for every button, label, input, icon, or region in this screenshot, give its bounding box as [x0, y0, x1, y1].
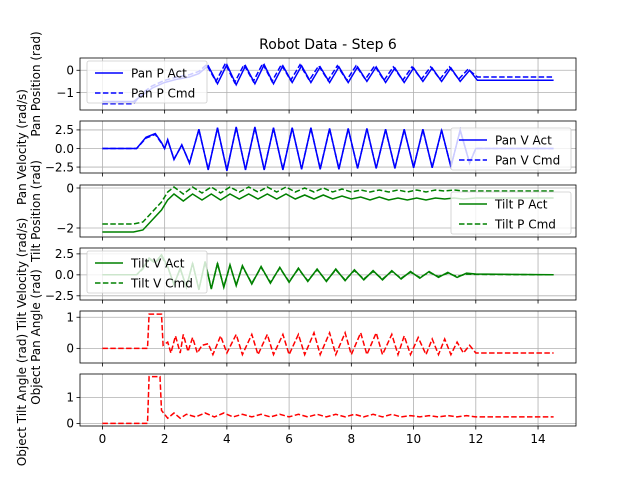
y-tick-label: −2.5 [45, 160, 74, 174]
axes-frame [79, 247, 577, 301]
y-axis-label: Object Tilt Angle (rad) [15, 334, 29, 466]
legend-box [86, 60, 208, 104]
subplot-1: −1 0 Pan Position (rad) Pan P Act Pan P Cmd [29, 31, 577, 137]
legend-entry-label: Pan V Cmd [495, 153, 560, 167]
series-group [102, 375, 554, 425]
x-tick-label: 0 [99, 432, 107, 446]
axes-frame [79, 310, 577, 364]
subplot-4: −2.5 0.0 2.5 Tilt Velocity (rad/s) Tilt V Ac… [15, 218, 577, 332]
series-group [102, 313, 554, 358]
legend-box [86, 250, 208, 294]
legend-entry-label: Tilt V Act [130, 256, 185, 270]
legend-entry-label: Pan P Act [131, 66, 187, 80]
axes-frame [79, 373, 577, 427]
series-group [102, 126, 554, 171]
axes-frame [79, 57, 577, 111]
legend: Pan P Act Pan P Cmd [86, 60, 208, 104]
series-group [102, 186, 554, 233]
x-tick-label: 12 [468, 432, 483, 446]
x-tick-label: 2 [161, 432, 169, 446]
y-axis-label: Tilt Position (rad) [29, 160, 43, 263]
series-line-tilt-p-act [102, 193, 554, 233]
axes-frame [79, 120, 577, 174]
legend-entry-label: Pan P Cmd [131, 86, 195, 100]
y-axis-label: Pan Position (rad) [29, 31, 43, 136]
x-tick-label: 8 [348, 432, 356, 446]
y-tick-label: 1 [66, 311, 74, 325]
x-tick-label: 14 [530, 432, 545, 446]
legend: Tilt V Act Tilt V Cmd [86, 250, 208, 294]
series-line-pan-v-cmd [102, 126, 554, 171]
y-tick-label: −2.5 [45, 289, 74, 303]
legend-entry-label: Tilt P Act [494, 197, 548, 211]
series-line-panel5 [102, 313, 554, 358]
y-tick-label: 1 [66, 391, 74, 405]
legend: Tilt P Act Tilt P Cmd [450, 191, 572, 235]
legend-entry-label: Tilt V Cmd [130, 276, 193, 290]
legend-entry-label: Pan V Act [495, 133, 552, 147]
y-tick-label: 0 [66, 64, 74, 78]
y-tick-label: 2.5 [55, 123, 74, 137]
y-tick-label: −2 [56, 221, 74, 235]
legend: Pan V Act Pan V Cmd [450, 127, 572, 171]
legend-entry-label: Tilt P Cmd [494, 217, 556, 231]
legend-box [450, 127, 572, 171]
y-axis-label: Object Pan Angle (rad) [29, 269, 43, 405]
y-tick-label: 0.0 [55, 268, 74, 282]
y-tick-label: 2.5 [55, 247, 74, 261]
y-axis-label: Tilt Velocity (rad/s) [15, 218, 29, 332]
y-tick-label: 0 [66, 417, 74, 431]
legend-box [450, 191, 572, 235]
subplot-5: 0 1 Object Pan Angle (rad) [29, 269, 577, 405]
x-tick-label: 6 [285, 432, 293, 446]
y-tick-label: 0 [66, 181, 74, 195]
series-line-panel6 [102, 375, 554, 425]
x-tick-label: 4 [223, 432, 231, 446]
y-axis-label: Pan Velocity (rad/s) [15, 89, 29, 205]
x-tick-label: 10 [406, 432, 421, 446]
axes-frame [79, 184, 577, 238]
y-tick-label: 0.0 [55, 142, 74, 156]
y-tick-label: −1 [56, 86, 74, 100]
chart-title: Robot Data - Step 6 [259, 37, 397, 53]
subplot-3: −2 0 Tilt Position (rad) Tilt P Act Tilt P C… [29, 160, 577, 263]
y-tick-label: 0 [66, 342, 74, 356]
